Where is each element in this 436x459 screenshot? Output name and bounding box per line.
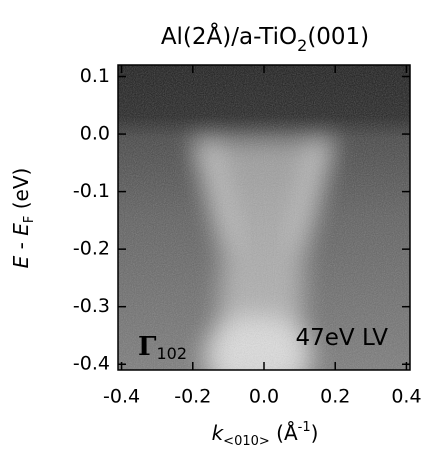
y-tick-label: -0.3: [73, 295, 110, 317]
intensity-map: [118, 65, 410, 370]
y-tick-label: 0.0: [80, 123, 110, 145]
y-axis-label: E - EF (eV): [9, 168, 37, 269]
x-tick-label: -0.4: [103, 386, 140, 408]
chart-title: Al(2Å)/a-TiO2(001): [161, 22, 369, 55]
y-tick-label: -0.1: [73, 180, 110, 202]
y-tick-label: 0.1: [80, 65, 110, 87]
x-tick-label: 0.2: [320, 386, 350, 408]
x-axis-label: k<010> (Å-1): [212, 420, 319, 449]
y-tick-label: -0.2: [73, 238, 110, 260]
annotation: 47eV LV: [296, 325, 389, 351]
x-tick-label: -0.2: [174, 386, 211, 408]
x-tick-label: 0.4: [391, 386, 421, 408]
x-tick-label: 0.0: [249, 386, 279, 408]
y-tick-label: -0.4: [73, 353, 110, 375]
annotation: Γ102: [138, 332, 187, 363]
